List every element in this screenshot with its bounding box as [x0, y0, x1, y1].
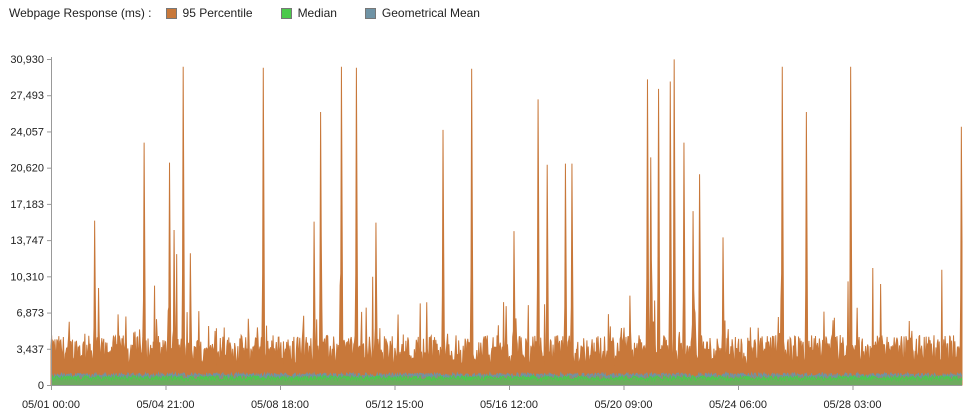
legend-label-95-percentile: 95 Percentile [182, 6, 253, 20]
legend: Webpage Response (ms) : 95 Percentile Me… [9, 6, 508, 20]
x-tick-label: 05/20 09:00 [594, 399, 652, 411]
legend-swatch-geometrical-mean [364, 7, 376, 19]
legend-label-geometrical-mean: Geometrical Mean [381, 6, 480, 20]
y-tick-label: 3,437 [16, 344, 44, 356]
y-tick-label: 13,747 [10, 235, 44, 247]
y-tick-label: 27,493 [10, 90, 44, 102]
x-tick-label: 05/04 21:00 [136, 399, 194, 411]
y-tick-label: 20,620 [10, 163, 44, 175]
legend-swatch-median [280, 7, 292, 19]
plot-area [50, 59, 963, 386]
x-tick-label: 05/01 00:00 [22, 399, 80, 411]
y-tick-label: 24,057 [10, 126, 44, 138]
x-tick-label: 05/24 06:00 [709, 399, 767, 411]
series-area-95-percentile [50, 59, 963, 386]
legend-label-median: Median [297, 6, 337, 20]
chart-title: Webpage Response (ms) : [9, 6, 152, 20]
x-tick-label: 05/08 18:00 [251, 399, 309, 411]
legend-swatch-95-percentile [165, 7, 177, 19]
x-tick-label: 05/28 03:00 [823, 399, 881, 411]
series-line-median [50, 373, 963, 383]
axes: 30,930 27,493 24,057 20,620 17,183 13,747 10,3… [10, 54, 962, 411]
legend-item-95-percentile[interactable]: 95 Percentile [165, 6, 253, 20]
y-tick-label: 30,930 [10, 54, 44, 66]
y-tick-label: 10,310 [10, 271, 44, 283]
y-tick-label: 17,183 [10, 199, 44, 211]
legend-item-median[interactable]: Median [280, 6, 337, 20]
series-fill-median [51, 375, 962, 385]
x-tick-label: 05/16 12:00 [480, 399, 538, 411]
x-tick-label: 05/12 15:00 [365, 399, 423, 411]
y-tick-label: 6,873 [16, 308, 44, 320]
legend-item-geometrical-mean[interactable]: Geometrical Mean [364, 6, 480, 20]
y-tick-label: 0 [38, 380, 44, 392]
